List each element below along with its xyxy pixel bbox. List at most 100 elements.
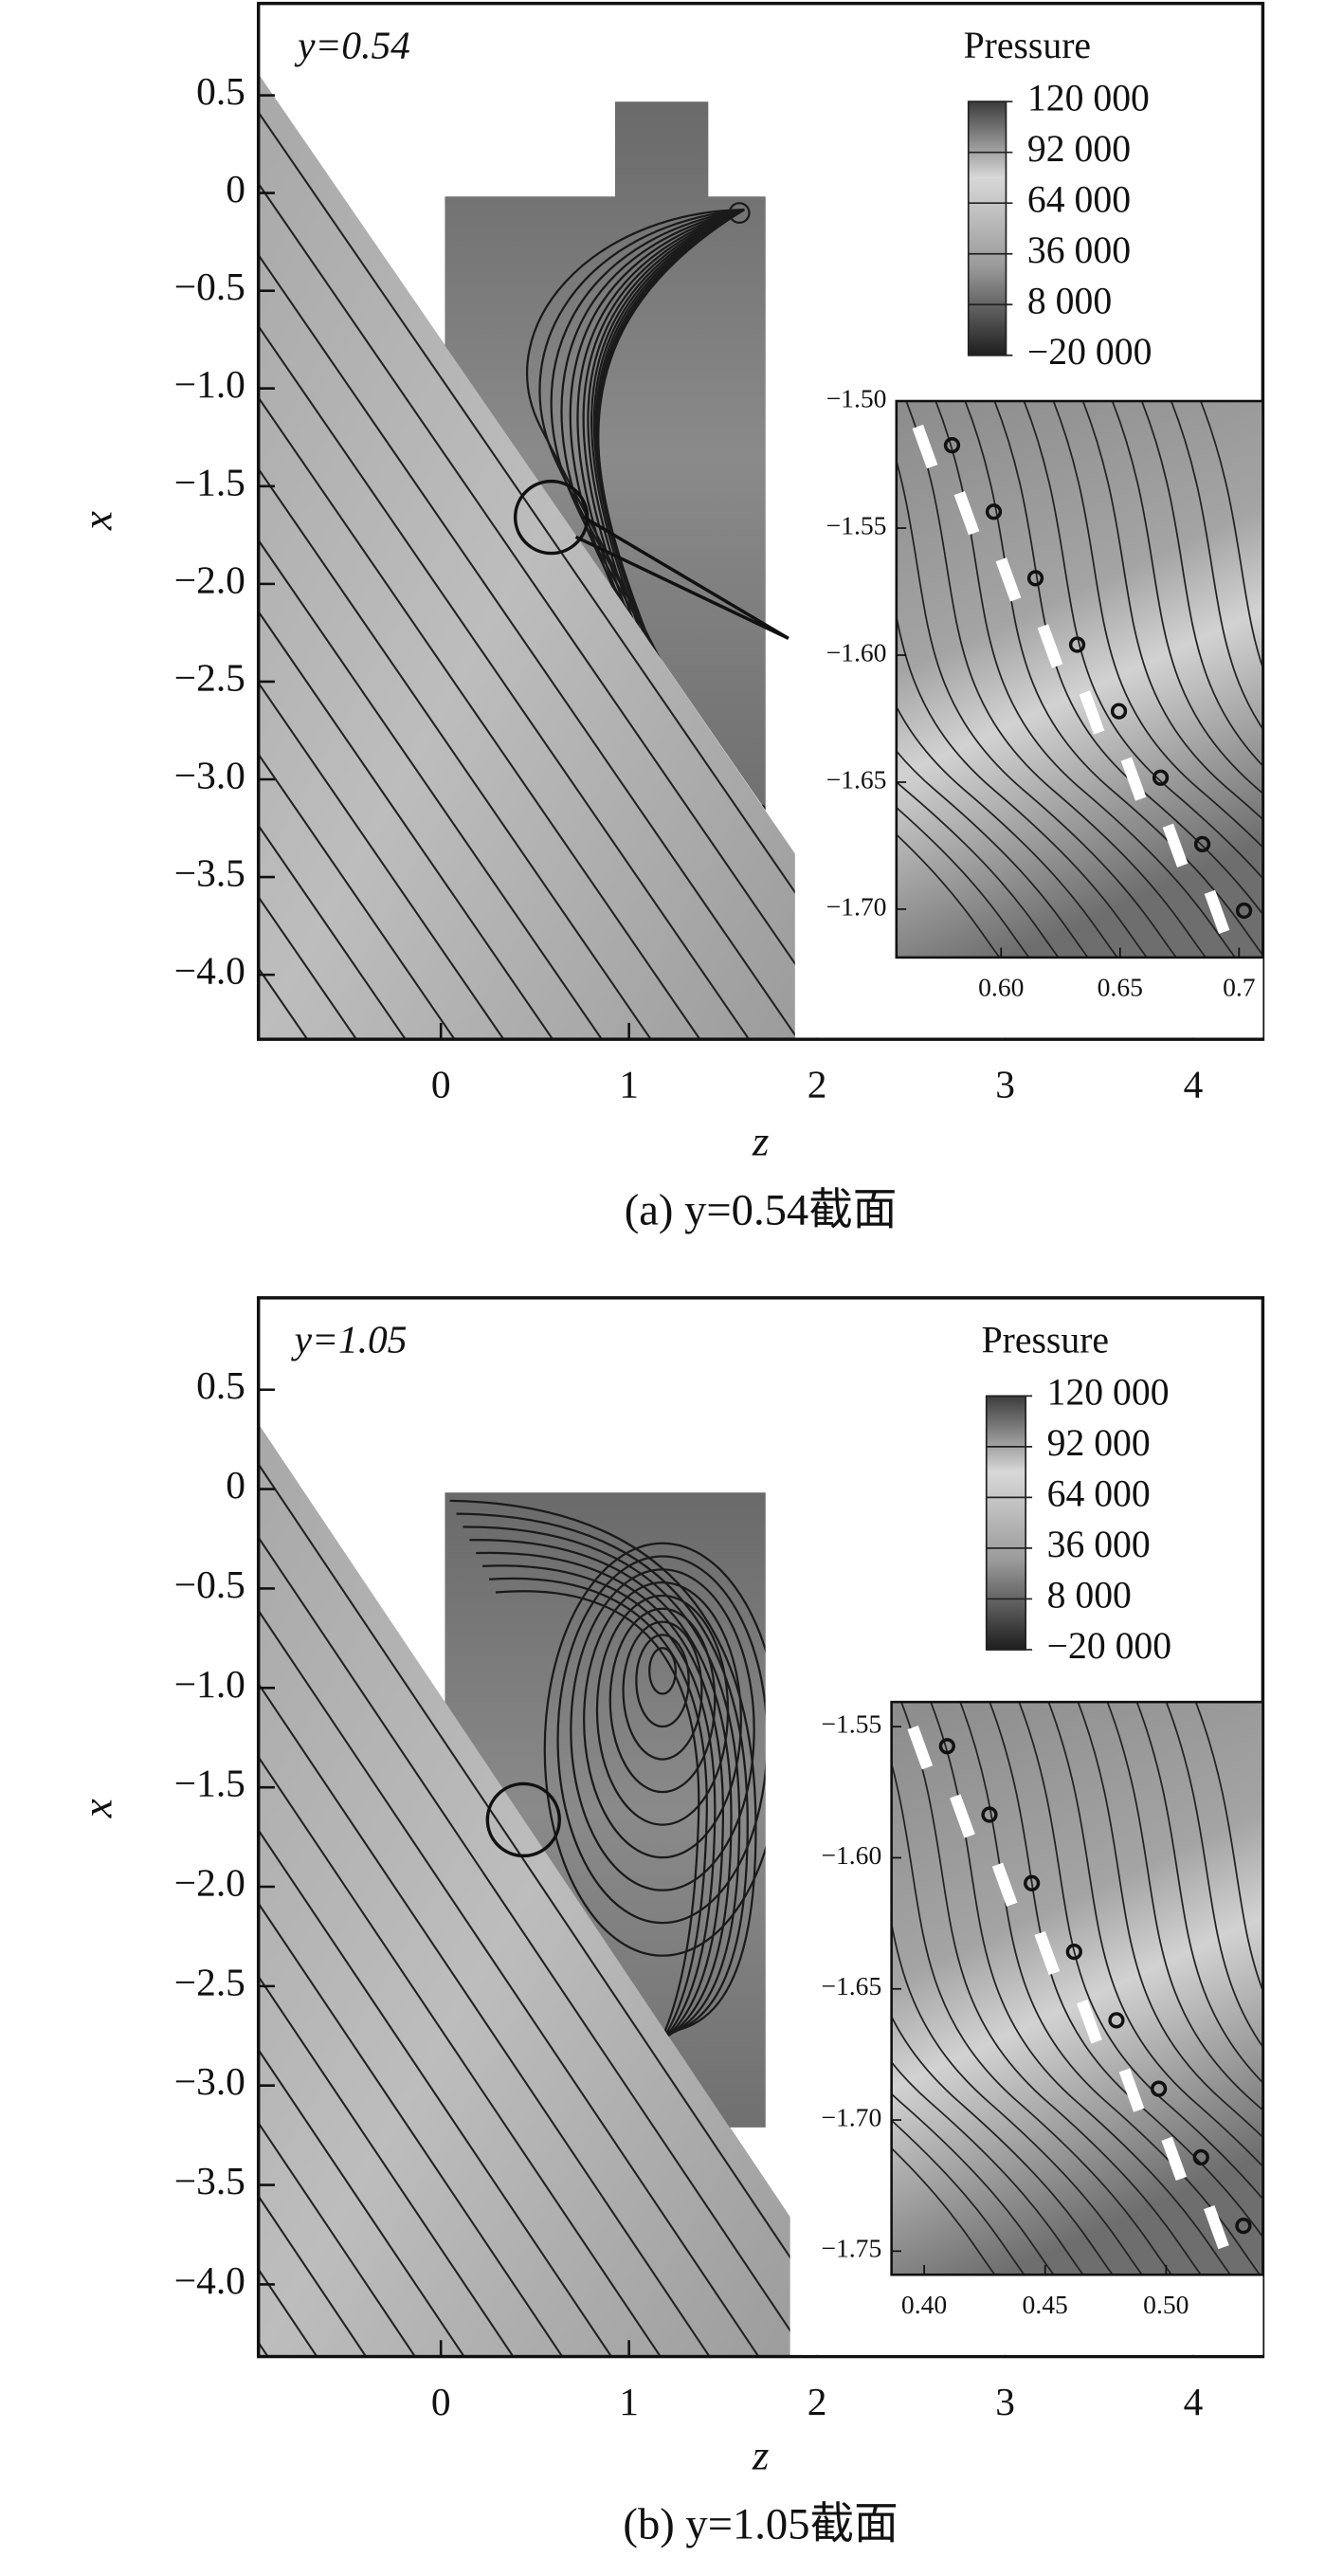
streamline: [1018, 1702, 1263, 2201]
y-tick-label: −2.0: [174, 557, 245, 601]
wall-slot: [995, 557, 1022, 602]
streamline: [1200, 401, 1263, 671]
inset-y-tick-label: −1.60: [821, 1840, 881, 1870]
x-tick-label: 2: [808, 2380, 827, 2423]
wall-slot: [1118, 2068, 1145, 2112]
streamline: [258, 73, 797, 1040]
streamline: [258, 73, 728, 1040]
wall-slot: [1204, 2204, 1229, 2250]
streamline: [891, 1760, 1173, 2275]
inset-streamlines: [896, 401, 1263, 958]
streamline: [891, 2014, 1114, 2275]
streamline: [1052, 401, 1263, 849]
y-tick-label: 0.5: [196, 1363, 245, 1407]
streamline: [1140, 401, 1263, 767]
caption: (b) y=1.05截面: [623, 2499, 898, 2549]
wall-slot: [1120, 757, 1147, 801]
x-tick-label: 4: [1184, 1062, 1204, 1105]
colorbar-tick-label: −20 000: [1027, 331, 1152, 373]
streamline: [258, 73, 797, 1040]
x-tick-label: 3: [995, 2380, 1015, 2423]
y-tick-label: −3.0: [174, 753, 245, 796]
streamline: [1111, 401, 1263, 795]
x-tick-label: 3: [995, 1062, 1015, 1105]
streamline: [597, 209, 766, 811]
streamline: [258, 73, 777, 1040]
colorbar-title: Pressure: [964, 25, 1091, 66]
streamline: [896, 833, 1001, 958]
streamline: [258, 1423, 802, 2357]
streamline: [622, 1620, 703, 1761]
wall-slot: [912, 424, 938, 469]
inset-x-tick-label: 0.60: [978, 973, 1024, 1002]
streamline: [896, 749, 1089, 958]
streamline: [896, 457, 1178, 958]
streamline: [1170, 401, 1263, 731]
x-axis-label: z: [752, 2432, 769, 2479]
streamline: [648, 1647, 677, 1695]
vortex: [981, 1806, 998, 1823]
streamline: [896, 806, 1030, 958]
streamline: [596, 209, 766, 811]
wall-slot: [1204, 889, 1230, 935]
vortex: [1193, 835, 1211, 852]
x-tick-label: 4: [1184, 2380, 1204, 2423]
vortex: [1152, 769, 1170, 786]
streamline: [556, 1555, 766, 1925]
streamline: [1047, 1702, 1263, 2168]
y-axis-label: x: [73, 511, 120, 531]
colorbar-tick-label: 64 000: [1047, 1473, 1151, 1515]
vortex: [1235, 2218, 1252, 2235]
streamline: [993, 401, 1263, 916]
streamline: [891, 2060, 1084, 2275]
vortex: [1024, 1874, 1041, 1891]
inset-x-tick-label: 0.40: [901, 2290, 947, 2319]
zoom-arrow: [574, 535, 789, 640]
vortex: [1150, 2080, 1168, 2097]
y-tick-label: −1.5: [174, 1762, 245, 1805]
y-axis-label: x: [73, 1799, 120, 1818]
y-tick-label: −3.5: [174, 851, 245, 895]
x-tick-label: 0: [431, 2380, 451, 2423]
y-tick-label: −1.0: [174, 1662, 245, 1706]
streamline: [891, 2119, 1025, 2275]
cavity-field: [445, 101, 766, 811]
vortex: [1192, 2148, 1209, 2166]
y-tick-label: −1.5: [174, 460, 245, 503]
zoom-arrow: [583, 516, 789, 640]
inset-frame: [895, 399, 1264, 959]
streamline: [1165, 1702, 1263, 2049]
streamline: [543, 1542, 766, 1957]
streamline: [258, 1423, 802, 2357]
cavity-field: [445, 1492, 766, 2128]
streamline: [258, 73, 797, 1040]
inset-y-tick-label: −1.75: [821, 2234, 881, 2263]
inset-y-tick-label: −1.70: [826, 891, 887, 921]
wall-slot: [1161, 2136, 1188, 2181]
streamline: [258, 1423, 802, 2357]
x-tick-label: 1: [619, 1062, 639, 1105]
colorbar-tick-label: 120 000: [1027, 77, 1150, 119]
y-tick-label: −2.0: [174, 1861, 245, 1905]
y-tick-label: −3.5: [174, 2159, 245, 2202]
inset-x-tick-label: 0.45: [1023, 2290, 1068, 2319]
streamline: [1194, 1702, 1263, 1993]
annotation: y=1.05: [291, 1318, 408, 1361]
inset-y-tick-label: −1.65: [826, 764, 887, 794]
vortex: [1026, 570, 1044, 587]
streamline: [896, 612, 1148, 958]
y-tick-label: 0: [226, 167, 245, 210]
colorbar-tick-label: 36 000: [1027, 229, 1131, 271]
wall-slot: [1034, 1930, 1061, 1976]
wall-slot: [1077, 2000, 1102, 2044]
colorbar-tick-label: 8 000: [1047, 1575, 1132, 1617]
freestream-field: [258, 1423, 802, 2357]
y-tick-label: 0.5: [196, 69, 245, 113]
caption: (a) y=0.54截面: [625, 1186, 898, 1235]
y-tick-label: −3.0: [174, 2059, 245, 2103]
vortex: [728, 202, 751, 225]
colorbar-title: Pressure: [982, 1319, 1109, 1361]
wall-slot: [953, 491, 980, 536]
wall-slot: [991, 1862, 1018, 1907]
inset-y-tick-label: −1.50: [826, 383, 887, 412]
